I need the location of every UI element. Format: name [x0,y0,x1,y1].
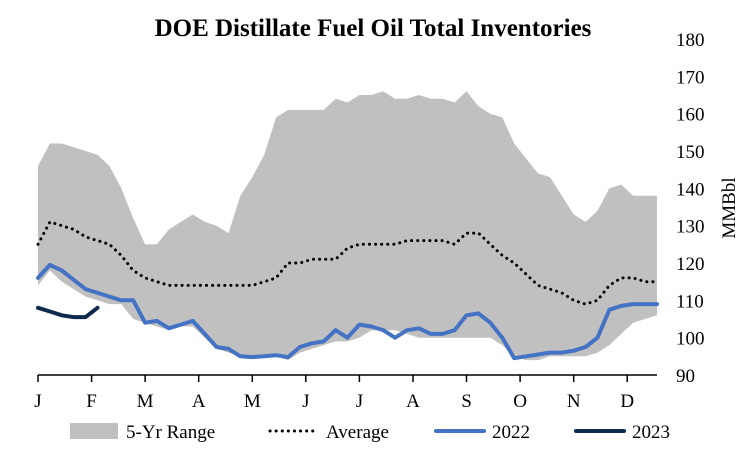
legend-label: 2022 [492,422,530,443]
y-tick-label: 100 [676,329,705,350]
y-tick-label: 120 [676,254,705,275]
x-tick-label: J [356,391,363,412]
y-tick-label: 170 [676,67,705,88]
series-2022-line [36,262,659,361]
x-tick-label: O [513,391,527,412]
chart-title: DOE Distillate Fuel Oil Total Inventorie… [155,15,592,42]
range-layer [38,91,657,361]
y-axis-label: MMBbl [719,177,740,238]
legend-swatch-range [70,423,118,439]
y-tick-label: 90 [676,366,695,387]
y-tick-label: 180 [676,30,705,51]
x-tick-label: S [461,391,472,412]
lines-layer [36,220,659,361]
x-tick-label: N [567,391,581,412]
legend-label: 5-Yr Range [126,422,215,443]
y-axis-ticks: 90 100 110 120 130 140 150 160 170 180 [676,30,705,387]
x-tick-label: M [137,391,154,412]
x-tick-label: F [86,391,97,412]
x-tick-label: J [34,391,41,412]
legend: 5-Yr Range Average 2022 2023 [70,422,670,443]
x-tick-label: M [244,391,261,412]
y-tick-label: 110 [676,291,704,312]
y-tick-label: 130 [676,217,705,238]
y-tick-label: 160 [676,105,705,126]
series-average-line [36,220,659,306]
y-tick-label: 140 [676,179,705,200]
series-2023-line [36,305,100,320]
legend-label: Average [326,422,389,443]
legend-label: 2023 [632,422,670,443]
x-tick-label: A [192,391,206,412]
y-tick-label: 150 [676,142,705,163]
x-tick-label: J [302,391,309,412]
series-5yr-range-area [38,91,657,361]
x-tick-label: D [620,391,634,412]
x-tick-label: A [406,391,420,412]
